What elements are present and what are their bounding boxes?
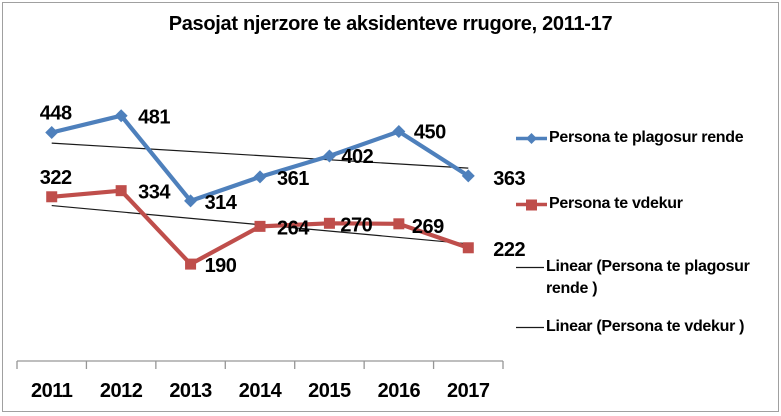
- legend-entry-linear-plagosur: Linear (Persona te plagosur rende ): [516, 256, 750, 300]
- x-axis-label: 2011: [31, 380, 73, 402]
- data-label: 450: [414, 122, 446, 144]
- series-line-0: [49, 113, 471, 203]
- x-axis-label: 2013: [169, 380, 212, 402]
- data-label: 481: [138, 107, 170, 129]
- data-point-marker: [254, 220, 266, 232]
- data-point-marker: [115, 185, 127, 197]
- data-point-marker: [114, 109, 128, 123]
- data-label: 222: [493, 239, 525, 261]
- data-label: 448: [40, 103, 72, 125]
- chart-title: Pasojat njerzore te aksidenteve rrugore,…: [168, 13, 613, 35]
- legend-label: Linear (Persona te vdekur ): [546, 318, 745, 335]
- data-point-marker: [253, 170, 267, 184]
- legend-label: Persona te plagosur rende: [549, 129, 744, 146]
- data-label: 270: [340, 214, 372, 236]
- data-point-marker: [185, 258, 197, 270]
- x-axis-label: 2017: [447, 380, 490, 402]
- x-axis-label: 2012: [100, 380, 143, 402]
- legend-entry-linear-vdekur: Linear (Persona te vdekur ): [516, 316, 745, 338]
- legend-label: Linear (Persona te plagosur rende ): [546, 258, 750, 297]
- legend-entry-plagosur-rende: Persona te plagosur rende: [516, 127, 744, 149]
- data-point-marker: [392, 125, 406, 138]
- legend-trendline-icon: [516, 266, 544, 269]
- legend-entry-vdekur: Persona te vdekur: [516, 193, 683, 215]
- data-point-marker: [393, 218, 405, 230]
- data-label: 264: [277, 217, 310, 239]
- data-point-marker: [461, 169, 475, 183]
- x-axis-label: 2014: [239, 380, 283, 402]
- data-label: 363: [493, 168, 525, 190]
- data-label: 314: [205, 192, 238, 214]
- x-axis-label: 2015: [308, 380, 351, 402]
- data-point-marker: [46, 191, 58, 203]
- data-label: 322: [40, 167, 72, 189]
- data-point-marker: [322, 149, 336, 163]
- chart-legend: Persona te plagosur rende Persona te vde…: [516, 0, 774, 416]
- trendline: [51, 142, 469, 169]
- legend-trendline-icon: [516, 326, 544, 329]
- data-label: 402: [341, 146, 373, 168]
- data-point-marker: [45, 126, 59, 140]
- data-label: 190: [205, 255, 237, 277]
- legend-label: Persona te vdekur: [549, 195, 683, 212]
- data-point-marker: [323, 217, 335, 229]
- legend-line-square-icon: [516, 199, 547, 211]
- data-label: 269: [412, 216, 444, 238]
- data-label: 334: [138, 182, 171, 204]
- data-point-marker: [462, 242, 474, 254]
- data-point-marker: [184, 194, 198, 208]
- x-axis-label: 2016: [378, 380, 421, 402]
- data-label: 361: [277, 168, 309, 190]
- legend-line-diamond-icon: [516, 133, 547, 144]
